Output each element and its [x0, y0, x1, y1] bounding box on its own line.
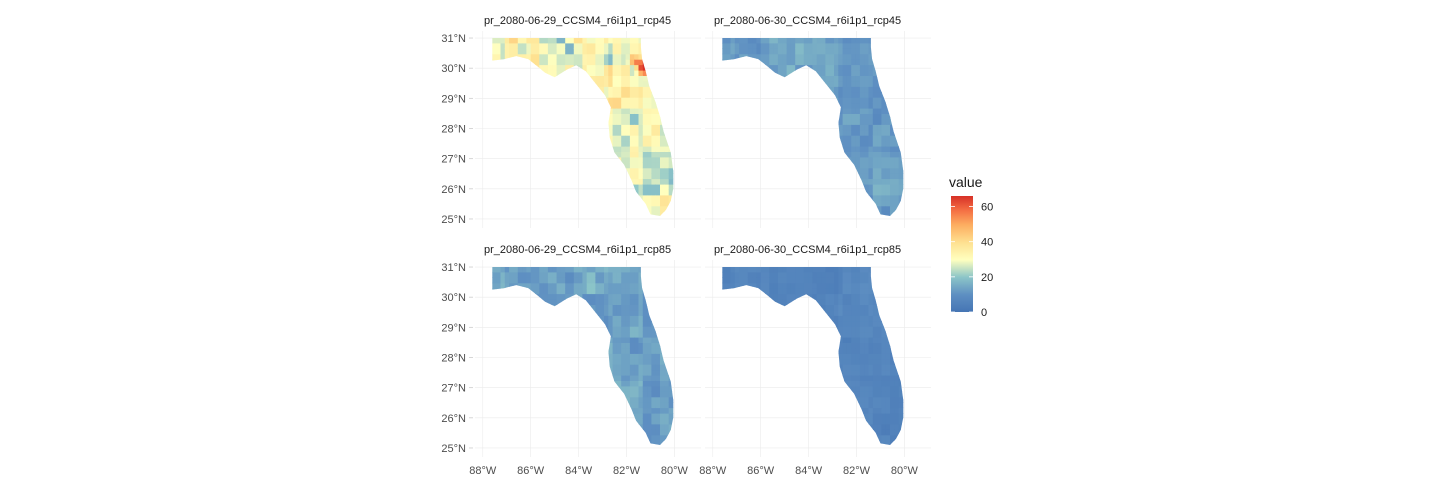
legend-tick-label: 60 [981, 202, 993, 214]
y-tick-label: 30°N [441, 292, 466, 304]
x-tick-label: 88°W [699, 465, 727, 477]
facet-strip-title: pr_2080-06-30_CCSM4_r6i1p1_rcp85 [714, 244, 901, 256]
y-tick-label: 31°N [441, 262, 466, 274]
x-tick-label: 80°W [661, 465, 689, 477]
y-tick-label: 25°N [441, 443, 466, 455]
y-tick-label: 29°N [441, 322, 466, 334]
x-tick-label: 82°W [843, 465, 871, 477]
y-tick-label: 25°N [441, 214, 466, 226]
precip-raster [492, 38, 674, 216]
y-tick-label: 28°N [441, 353, 466, 365]
facet-panel: pr_2080-06-29_CCSM4_r6i1p1_rcp85 [475, 244, 701, 457]
x-tick-label: 84°W [795, 465, 823, 477]
facet-panel: pr_2080-06-30_CCSM4_r6i1p1_rcp45 [705, 15, 931, 228]
facet-panel: pr_2080-06-30_CCSM4_r6i1p1_rcp85 [705, 244, 931, 457]
y-tick-label: 31°N [441, 33, 466, 45]
y-tick-label: 29°N [441, 93, 466, 105]
y-tick-label: 27°N [441, 383, 466, 395]
panels-layer: pr_2080-06-29_CCSM4_r6i1p1_rcp45 pr_2080-… [475, 15, 931, 457]
legend: value 0 20 40 60 [949, 174, 993, 319]
x-tick-label: 86°W [747, 465, 775, 477]
y-tick-label: 26°N [441, 184, 466, 196]
x-tick-label: 88°W [469, 465, 497, 477]
y-tick-label: 26°N [441, 413, 466, 425]
legend-tick-label: 40 [981, 237, 993, 249]
precip-raster [722, 267, 904, 445]
legend-colorbar [951, 196, 973, 312]
facet-strip-title: pr_2080-06-29_CCSM4_r6i1p1_rcp85 [484, 244, 671, 256]
legend-title: value [949, 174, 983, 190]
x-tick-label: 84°W [565, 465, 593, 477]
precip-raster [492, 267, 674, 445]
x-tick-label: 86°W [517, 465, 545, 477]
y-tick-label: 30°N [441, 63, 466, 75]
x-tick-label: 80°W [891, 465, 919, 477]
precip-raster [722, 38, 904, 216]
y-tick-label: 28°N [441, 124, 466, 136]
legend-tick-label: 20 [981, 272, 993, 284]
x-tick-label: 82°W [613, 465, 641, 477]
facet-strip-title: pr_2080-06-30_CCSM4_r6i1p1_rcp45 [714, 15, 901, 27]
facet-panel: pr_2080-06-29_CCSM4_r6i1p1_rcp45 [475, 15, 701, 228]
legend-tick-label: 0 [981, 307, 987, 319]
y-tick-label: 27°N [441, 154, 466, 166]
facet-strip-title: pr_2080-06-29_CCSM4_r6i1p1_rcp45 [484, 15, 671, 27]
axes-layer: 31°N 30°N 29°N 28°N 27°N 26°N 25°N 31°N 30°N 29°N… [441, 33, 918, 477]
